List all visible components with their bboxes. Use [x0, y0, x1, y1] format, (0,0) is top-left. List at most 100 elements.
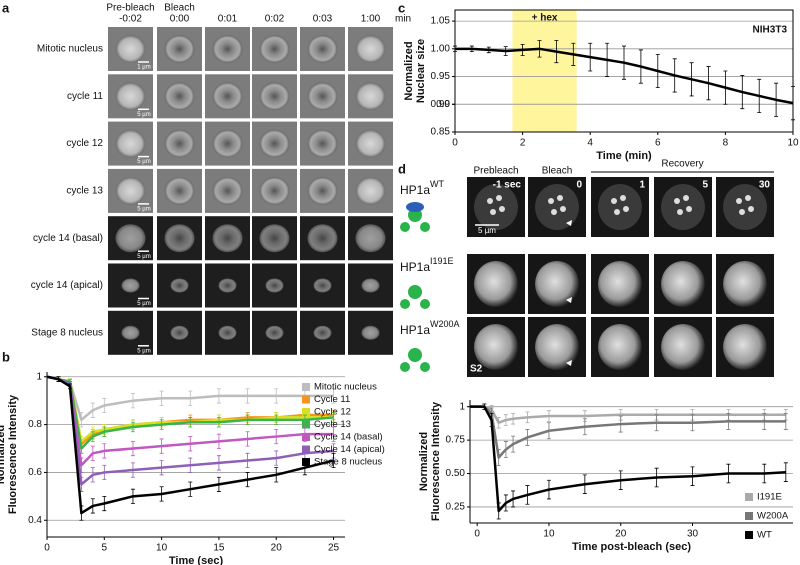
focus — [487, 198, 493, 204]
nucleus — [355, 224, 386, 253]
column-header: Prebleach — [473, 166, 518, 177]
nucleus — [313, 325, 332, 340]
cartoon — [400, 362, 410, 372]
x-tick-label: 15 — [213, 543, 225, 554]
micrograph — [300, 74, 345, 119]
nucleus — [212, 129, 243, 158]
micrograph — [205, 216, 250, 261]
nucleus — [265, 278, 284, 293]
micrograph — [252, 121, 297, 166]
nucleus — [361, 278, 380, 293]
scale-bar-label: 5 µm — [137, 112, 150, 118]
x-tick-label: 6 — [655, 138, 661, 149]
highlight-band — [512, 10, 577, 132]
micrograph — [348, 74, 393, 119]
nucleus — [307, 82, 338, 111]
cell — [723, 324, 767, 370]
protein-name: HP1a — [400, 260, 430, 274]
x-tick-label: 30 — [687, 529, 699, 540]
legend-label: WT — [757, 530, 772, 541]
micrograph — [300, 168, 345, 213]
legend-label: Cycle 11 — [314, 394, 350, 405]
nucleus — [307, 129, 338, 158]
legend-swatch — [745, 493, 753, 501]
panel-letter: c — [398, 0, 405, 15]
y-tick-label: 0.75 — [446, 435, 466, 446]
micrograph — [205, 310, 250, 355]
y-tick-label: 1 — [459, 401, 465, 412]
micrograph — [300, 310, 345, 355]
focus — [499, 206, 505, 212]
micrograph — [300, 27, 345, 71]
legend-label: W200A — [757, 511, 789, 522]
legend-label: Cycle 13 — [314, 419, 351, 430]
x-tick-label: 10 — [156, 543, 168, 554]
focus — [623, 206, 629, 212]
bleach-arrow — [566, 297, 572, 303]
y-tick-label: 1.05 — [431, 16, 451, 27]
y-axis-label: Normalized — [0, 425, 7, 484]
cell — [723, 184, 767, 230]
cell — [661, 184, 705, 230]
column-header: Bleach — [164, 3, 195, 14]
focus — [620, 195, 626, 201]
cartoon — [408, 348, 422, 362]
error-bar — [791, 86, 795, 121]
x-tick-label: 10 — [543, 529, 555, 540]
row-label: cycle 14 (basal) — [33, 233, 103, 244]
micrograph — [108, 310, 153, 355]
nucleus — [115, 129, 146, 158]
scale-bar-label: 5 µm — [137, 301, 150, 307]
time-label: 5 — [702, 180, 708, 191]
time-label: 0 — [576, 180, 582, 191]
nucleus — [115, 35, 146, 63]
micrograph — [157, 74, 202, 119]
nucleus — [218, 325, 237, 340]
protein-name: HP1a — [400, 183, 430, 197]
series-line — [46, 375, 334, 515]
nucleus — [259, 129, 290, 158]
micrograph — [205, 121, 250, 166]
focus — [677, 209, 683, 215]
x-axis-label: Time post-bleach (sec) — [572, 541, 691, 553]
legend-swatch — [302, 395, 310, 404]
series-line — [455, 47, 794, 105]
nucleus — [212, 176, 243, 205]
y-tick-label: 1.00 — [431, 43, 451, 54]
series-line — [470, 405, 786, 459]
x-tick-label: 0 — [452, 138, 458, 149]
row-label: HP1aWT — [400, 179, 445, 197]
x-axis-label: Time (sec) — [169, 555, 224, 565]
nucleus — [259, 176, 290, 205]
bleach-arrow — [566, 360, 572, 366]
nucleus — [212, 224, 243, 253]
micrograph — [157, 310, 202, 355]
y-tick-label: 0.4 — [28, 515, 42, 526]
legend-swatch — [745, 512, 753, 520]
micrograph — [108, 216, 153, 261]
nucleus — [212, 35, 243, 63]
focus — [614, 209, 620, 215]
micrograph — [252, 216, 297, 261]
nucleus — [164, 82, 195, 111]
nucleus — [115, 224, 146, 253]
micrograph — [252, 27, 297, 71]
micrograph — [348, 121, 393, 166]
bleach-arrow — [566, 220, 572, 226]
legend-swatch — [745, 531, 753, 539]
micrograph — [348, 263, 393, 308]
scale-bar-label: 1 µm — [137, 65, 150, 71]
micrograph — [300, 121, 345, 166]
nucleus — [218, 278, 237, 293]
cartoon — [400, 222, 410, 232]
focus — [551, 209, 557, 215]
scale-bar-label: 5 µm — [137, 206, 150, 212]
time-label: 0:01 — [218, 14, 238, 25]
nucleus — [361, 325, 380, 340]
row-label: Stage 8 nucleus — [31, 327, 103, 338]
focus — [739, 209, 745, 215]
nucleus — [164, 35, 195, 63]
cell — [535, 324, 579, 370]
row-label: HP1aW200A — [400, 319, 460, 337]
legend-label: Cycle 14 (basal) — [314, 432, 383, 443]
